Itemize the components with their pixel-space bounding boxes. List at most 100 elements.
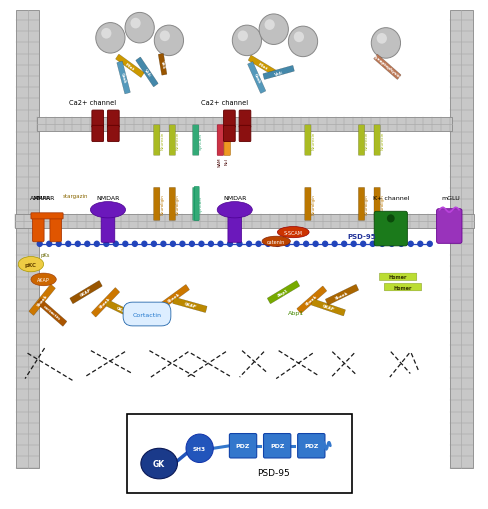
FancyBboxPatch shape bbox=[29, 285, 55, 316]
FancyBboxPatch shape bbox=[223, 111, 235, 128]
Text: SH3: SH3 bbox=[193, 446, 206, 451]
Circle shape bbox=[132, 242, 137, 247]
FancyBboxPatch shape bbox=[158, 54, 166, 76]
Circle shape bbox=[75, 242, 80, 247]
Circle shape bbox=[56, 242, 61, 247]
FancyBboxPatch shape bbox=[239, 111, 250, 128]
Circle shape bbox=[360, 242, 365, 247]
Text: GKAP: GKAP bbox=[183, 302, 196, 309]
Circle shape bbox=[218, 242, 223, 247]
FancyBboxPatch shape bbox=[384, 284, 421, 291]
FancyBboxPatch shape bbox=[224, 126, 230, 156]
FancyBboxPatch shape bbox=[105, 300, 138, 321]
Text: Homer: Homer bbox=[393, 285, 411, 290]
Bar bbox=[16, 11, 39, 468]
FancyBboxPatch shape bbox=[194, 187, 199, 221]
Text: catenin: catenin bbox=[266, 239, 285, 244]
Text: Cask: Cask bbox=[252, 73, 260, 84]
Circle shape bbox=[122, 242, 127, 247]
Text: S-SCAM: S-SCAM bbox=[283, 230, 302, 235]
Circle shape bbox=[264, 20, 274, 31]
Circle shape bbox=[189, 242, 194, 247]
Circle shape bbox=[341, 242, 346, 247]
FancyBboxPatch shape bbox=[297, 434, 325, 458]
Text: SynCAM: SynCAM bbox=[199, 196, 203, 213]
FancyBboxPatch shape bbox=[229, 434, 256, 458]
Text: AKAP: AKAP bbox=[37, 277, 50, 282]
Circle shape bbox=[232, 26, 261, 56]
Circle shape bbox=[294, 242, 299, 247]
Text: Ca2+ channel: Ca2+ channel bbox=[69, 100, 116, 106]
FancyBboxPatch shape bbox=[107, 111, 119, 128]
Ellipse shape bbox=[90, 202, 125, 218]
Bar bbox=[449, 11, 472, 468]
Text: NMDAR: NMDAR bbox=[223, 195, 246, 200]
Circle shape bbox=[369, 242, 374, 247]
Circle shape bbox=[237, 32, 247, 42]
Circle shape bbox=[322, 242, 327, 247]
Circle shape bbox=[47, 242, 52, 247]
Text: Ncl: Ncl bbox=[224, 158, 228, 164]
Circle shape bbox=[180, 242, 184, 247]
Text: Veli: Veli bbox=[273, 70, 283, 76]
Circle shape bbox=[113, 242, 118, 247]
FancyBboxPatch shape bbox=[169, 188, 175, 221]
Text: Mint: Mint bbox=[124, 62, 135, 71]
Text: Neuroligin: Neuroligin bbox=[175, 194, 180, 215]
Text: Neuroligin: Neuroligin bbox=[364, 194, 368, 215]
FancyBboxPatch shape bbox=[223, 126, 235, 143]
FancyBboxPatch shape bbox=[379, 273, 416, 281]
Circle shape bbox=[256, 242, 261, 247]
FancyBboxPatch shape bbox=[373, 188, 380, 221]
Text: Shank: Shank bbox=[36, 293, 48, 307]
Circle shape bbox=[370, 29, 400, 59]
FancyBboxPatch shape bbox=[239, 126, 250, 143]
Circle shape bbox=[386, 215, 394, 223]
Text: Shank: Shank bbox=[166, 292, 181, 303]
Text: SynCAM: SynCAM bbox=[199, 132, 203, 149]
Text: cortactin: cortactin bbox=[42, 304, 61, 321]
Bar bbox=[127, 414, 351, 493]
Text: PDZ: PDZ bbox=[235, 443, 250, 448]
Text: Neuroligin: Neuroligin bbox=[311, 194, 315, 215]
Bar bbox=[37, 118, 451, 132]
Circle shape bbox=[288, 27, 317, 58]
FancyBboxPatch shape bbox=[169, 126, 175, 156]
Circle shape bbox=[407, 242, 412, 247]
Text: AMPAR: AMPAR bbox=[34, 195, 55, 200]
Circle shape bbox=[160, 32, 170, 42]
FancyBboxPatch shape bbox=[227, 215, 241, 243]
Text: Veli: Veli bbox=[160, 61, 165, 70]
Circle shape bbox=[398, 242, 403, 247]
Text: Synaptophysine: Synaptophysine bbox=[371, 54, 402, 81]
FancyBboxPatch shape bbox=[304, 188, 310, 221]
Circle shape bbox=[259, 15, 288, 45]
FancyBboxPatch shape bbox=[373, 212, 407, 246]
Text: stargazin: stargazin bbox=[62, 193, 88, 199]
Circle shape bbox=[303, 242, 308, 247]
Circle shape bbox=[161, 242, 165, 247]
Text: pKs: pKs bbox=[41, 252, 50, 257]
Ellipse shape bbox=[18, 257, 43, 272]
Ellipse shape bbox=[141, 448, 177, 479]
Circle shape bbox=[376, 34, 386, 45]
Text: Cortactin: Cortactin bbox=[132, 312, 161, 317]
Circle shape bbox=[199, 242, 203, 247]
FancyBboxPatch shape bbox=[358, 126, 364, 156]
Circle shape bbox=[66, 242, 71, 247]
Text: AMPAR: AMPAR bbox=[30, 195, 51, 200]
Circle shape bbox=[125, 13, 154, 44]
Circle shape bbox=[265, 242, 270, 247]
Text: GKAP: GKAP bbox=[80, 288, 92, 297]
Text: K+ channel: K+ channel bbox=[372, 195, 408, 200]
Text: Abp1: Abp1 bbox=[277, 288, 289, 297]
Text: Shank: Shank bbox=[305, 294, 318, 306]
FancyBboxPatch shape bbox=[158, 285, 189, 310]
Circle shape bbox=[37, 242, 42, 247]
FancyBboxPatch shape bbox=[31, 213, 63, 219]
Text: PDZ: PDZ bbox=[269, 443, 284, 448]
Text: Veli: Veli bbox=[142, 68, 151, 77]
FancyBboxPatch shape bbox=[192, 126, 199, 156]
Circle shape bbox=[103, 242, 108, 247]
Circle shape bbox=[379, 242, 384, 247]
